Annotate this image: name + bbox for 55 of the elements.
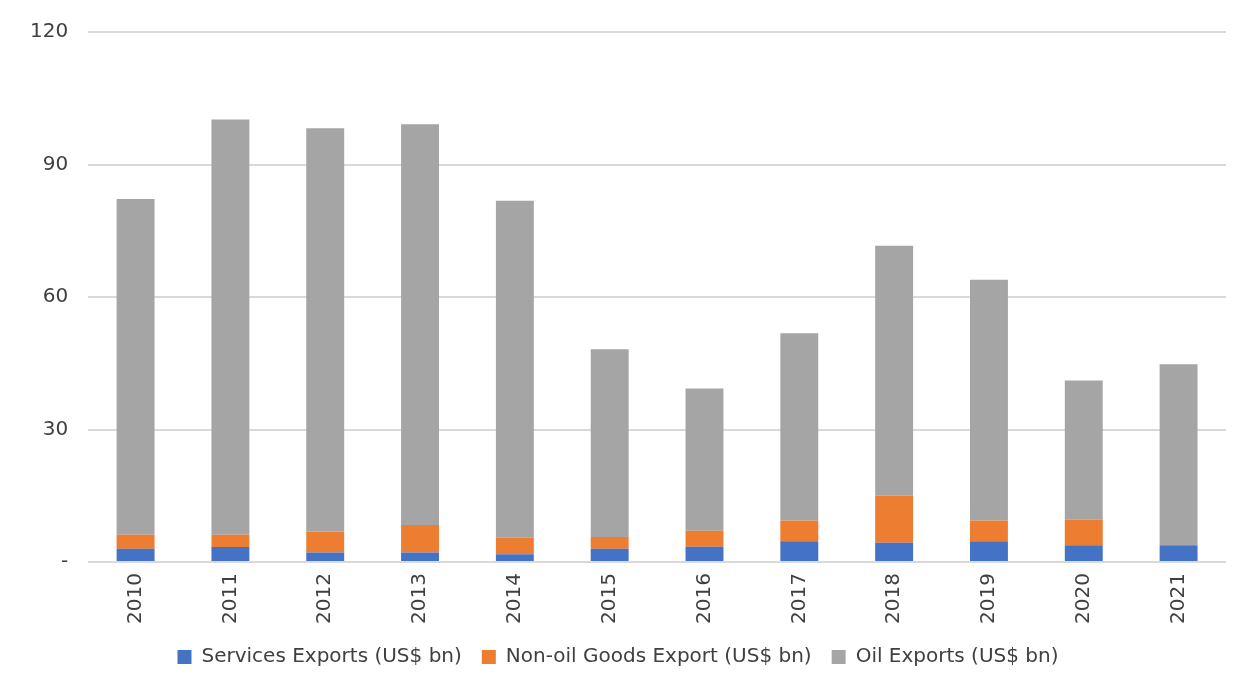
x-tick-label: 2012 <box>311 573 336 625</box>
bar <box>211 547 250 562</box>
bar <box>116 534 155 549</box>
bar <box>1064 545 1103 562</box>
bar <box>685 388 724 531</box>
y-tick-label: 120 <box>29 18 69 43</box>
bar <box>875 245 914 496</box>
bar <box>590 349 629 537</box>
x-tick-label: 2014 <box>501 573 526 625</box>
x-tick-label: 2017 <box>785 573 810 625</box>
bar <box>116 198 155 535</box>
x-tick-label: 2010 <box>121 573 146 625</box>
y-tick-label: 30 <box>42 415 69 440</box>
x-tick-label: 2016 <box>690 573 715 625</box>
bar <box>875 542 914 562</box>
x-tick-label: 2018 <box>880 573 905 625</box>
bar <box>780 520 819 542</box>
bar <box>685 546 724 562</box>
legend-label: Oil Exports (US$ bn) <box>855 643 1059 668</box>
bar <box>1159 545 1198 562</box>
x-tick-label: 2020 <box>1069 573 1094 625</box>
bar <box>401 524 439 553</box>
legend-label: Non-oil Goods Export (US$ bn) <box>505 643 812 668</box>
y-tick-label: - <box>60 548 69 573</box>
x-tick-label: 2019 <box>975 573 1000 625</box>
bar <box>211 534 250 548</box>
bar <box>401 124 439 525</box>
bar <box>211 119 250 535</box>
bar <box>875 495 914 543</box>
bar <box>780 541 819 562</box>
bar <box>1064 380 1103 520</box>
bar <box>306 128 345 532</box>
bar <box>1064 519 1103 546</box>
bar <box>590 536 629 549</box>
bar <box>969 279 1008 521</box>
y-tick-label: 90 <box>42 150 69 175</box>
bar <box>780 333 819 521</box>
x-tick-label: 2013 <box>406 573 431 625</box>
x-tick-label: 2011 <box>216 573 241 625</box>
bar <box>495 200 534 538</box>
x-tick-label: 2015 <box>595 573 620 625</box>
bar <box>116 548 155 562</box>
bar <box>495 537 534 555</box>
bar <box>969 520 1008 542</box>
legend-label: Services Exports (US$ bn) <box>201 643 462 668</box>
bar <box>590 548 629 562</box>
bar <box>685 530 724 547</box>
y-tick-label: 60 <box>42 283 69 308</box>
x-tick-label: 2021 <box>1164 573 1189 625</box>
bar <box>306 531 345 553</box>
bar <box>306 552 345 562</box>
bar <box>1159 364 1198 546</box>
bar <box>495 554 534 562</box>
bar <box>969 541 1008 562</box>
bar <box>401 552 439 562</box>
